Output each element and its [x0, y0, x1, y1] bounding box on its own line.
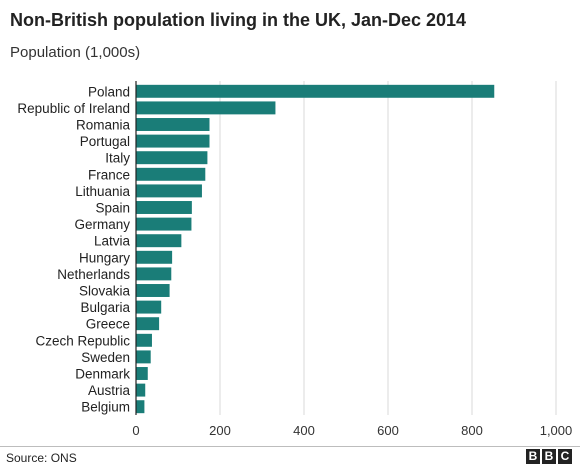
category-label: Belgium [81, 400, 130, 415]
bar [136, 84, 495, 98]
bar [136, 167, 206, 181]
bar [136, 234, 182, 248]
x-tick-labels: 0 200 400 600 800 1,000 [132, 423, 572, 438]
bar [136, 201, 192, 214]
footer-divider [0, 446, 580, 447]
bar [136, 383, 146, 397]
category-label: Portugal [80, 134, 130, 149]
category-label: France [88, 167, 130, 182]
bar [136, 350, 151, 364]
bar [136, 367, 148, 380]
bar [136, 317, 160, 331]
bar [136, 101, 276, 115]
category-label: Latvia [94, 234, 131, 249]
category-label: Bulgaria [80, 300, 130, 315]
category-label: Austria [88, 383, 131, 398]
category-label: Netherlands [57, 267, 130, 282]
bar [136, 134, 210, 148]
bar [136, 267, 172, 281]
category-label: Poland [88, 84, 130, 99]
x-tick-label: 200 [209, 423, 231, 438]
category-label: Lithuania [75, 184, 130, 199]
gridlines [219, 81, 557, 415]
category-label: Greece [86, 317, 130, 332]
x-tick-label: 1,000 [540, 423, 573, 438]
bar [136, 184, 202, 198]
x-tick-label: 0 [132, 423, 139, 438]
bar [136, 217, 192, 231]
category-label: Slovakia [79, 284, 131, 299]
x-tick-label: 600 [377, 423, 399, 438]
x-tick-label: 400 [293, 423, 315, 438]
category-label: Germany [74, 217, 130, 232]
bbc-logo-letter: C [558, 449, 572, 464]
category-label: Sweden [81, 350, 130, 365]
category-labels: Poland Republic of Ireland RomaniaPortugal… [17, 84, 130, 414]
bar [136, 400, 145, 414]
category-label: Hungary [79, 250, 130, 265]
category-label: Denmark [75, 367, 130, 382]
category-label: Czech Republic [35, 333, 130, 348]
category-label: Romania [76, 118, 131, 133]
bar [136, 284, 170, 297]
bar [136, 151, 208, 165]
source-note: Source: ONS [6, 451, 77, 465]
bar [136, 118, 210, 131]
bar [136, 333, 152, 347]
bar [136, 250, 173, 264]
category-label: Spain [95, 201, 130, 216]
bar-chart: Poland Republic of Ireland RomaniaPortugal… [17, 81, 572, 438]
bars [136, 84, 495, 414]
x-tick-label: 800 [461, 423, 483, 438]
bbc-logo-letter: B [542, 449, 556, 464]
category-label: Italy [105, 151, 130, 166]
bbc-logo: B B C [526, 449, 572, 464]
chart-title: Non-British population living in the UK,… [10, 10, 467, 30]
bbc-logo-letter: B [526, 449, 540, 464]
chart-subtitle: Population (1,000s) [10, 44, 141, 61]
bar [136, 300, 162, 314]
category-label: Republic of Ireland [17, 101, 130, 116]
